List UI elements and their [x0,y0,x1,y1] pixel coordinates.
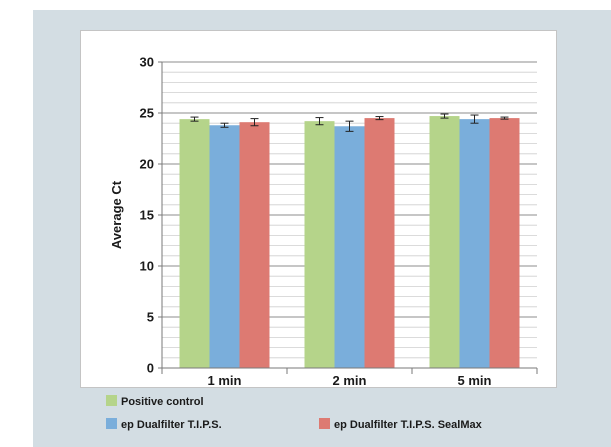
x-category-label: 1 min [208,373,242,388]
legend-label: ep Dualfilter T.I.P.S. SealMax [334,419,483,431]
legend-swatch [106,418,117,429]
bar [364,118,395,368]
x-category-label: 5 min [458,373,492,388]
bar [239,122,270,369]
bar [334,126,365,368]
y-tick-label: 25 [140,106,154,121]
legend-swatch [319,418,330,429]
y-tick-label: 5 [147,310,154,325]
y-tick-label: 10 [140,259,154,274]
error-bars [190,113,509,132]
x-category-label: 2 min [333,373,367,388]
x-category-labels: 1 min 2 min 5 min [208,373,492,388]
y-tick-label: 30 [140,55,154,70]
bar [489,118,520,368]
legend-label: ep Dualfilter T.I.P.S. [121,419,222,431]
y-tick-label: 20 [140,157,154,172]
legend: Positive control ep Dualfilter T.I.P.S. ep… [106,395,483,431]
y-tick-labels: 0 5 10 15 20 25 30 [140,55,154,376]
legend-swatch [106,395,117,406]
bar [304,121,335,368]
bar [179,119,210,369]
bars [179,116,520,369]
bar [209,125,240,369]
legend-label: Positive control [121,396,204,408]
y-tick-label: 15 [140,208,154,223]
axes [158,61,538,374]
y-tick-label: 0 [147,361,154,376]
y-axis-title: Average Ct [109,180,124,249]
bar [459,119,490,369]
bar [429,116,460,368]
